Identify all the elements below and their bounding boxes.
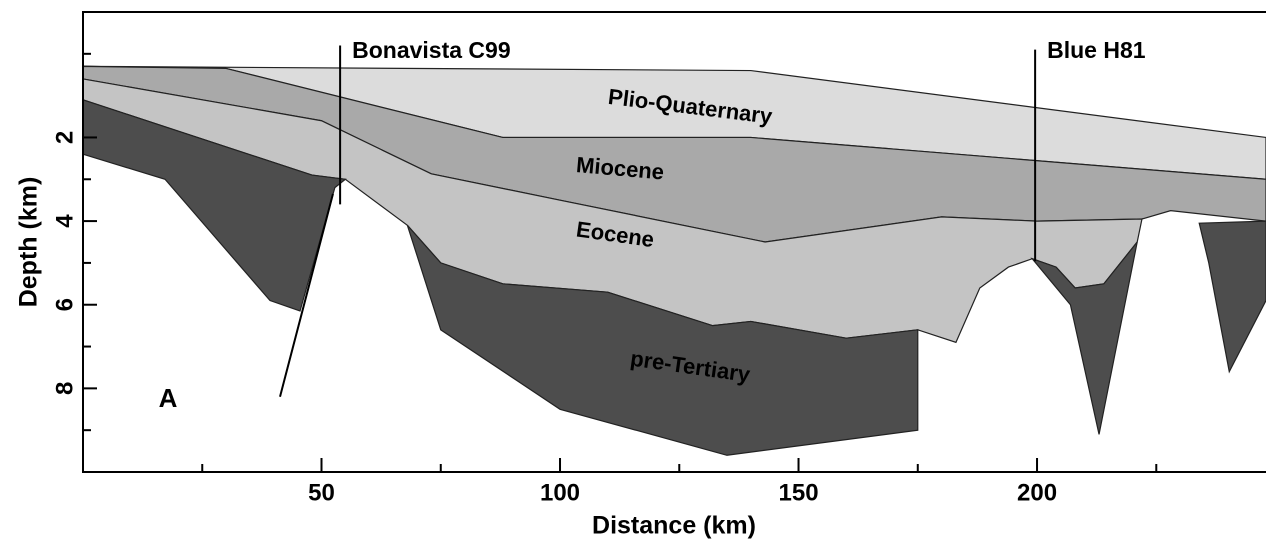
layer-polygon: [82, 98, 347, 312]
y-tick-label: 8: [51, 382, 78, 395]
panel-label: A: [159, 383, 178, 413]
x-tick-label: 100: [540, 479, 580, 506]
y-tick-label: 4: [51, 214, 78, 228]
y-tick-label: 6: [51, 298, 78, 311]
layer-polygon: [1198, 220, 1266, 374]
fault-line: [279, 193, 334, 397]
x-tick-label: 200: [1017, 479, 1057, 506]
well-label: Blue H81: [1047, 37, 1146, 63]
layer-polygon: [1030, 241, 1138, 435]
x-tick-label: 50: [308, 479, 335, 506]
y-tick-label: 2: [51, 131, 78, 144]
x-tick-label: 150: [779, 479, 819, 506]
x-axis-label: Distance (km): [592, 512, 756, 540]
well-label: Bonavista C99: [352, 37, 511, 63]
axis-frame: [82, 11, 1266, 473]
y-axis-label: Depth (km): [15, 177, 43, 308]
layer-polygon: [406, 224, 919, 456]
